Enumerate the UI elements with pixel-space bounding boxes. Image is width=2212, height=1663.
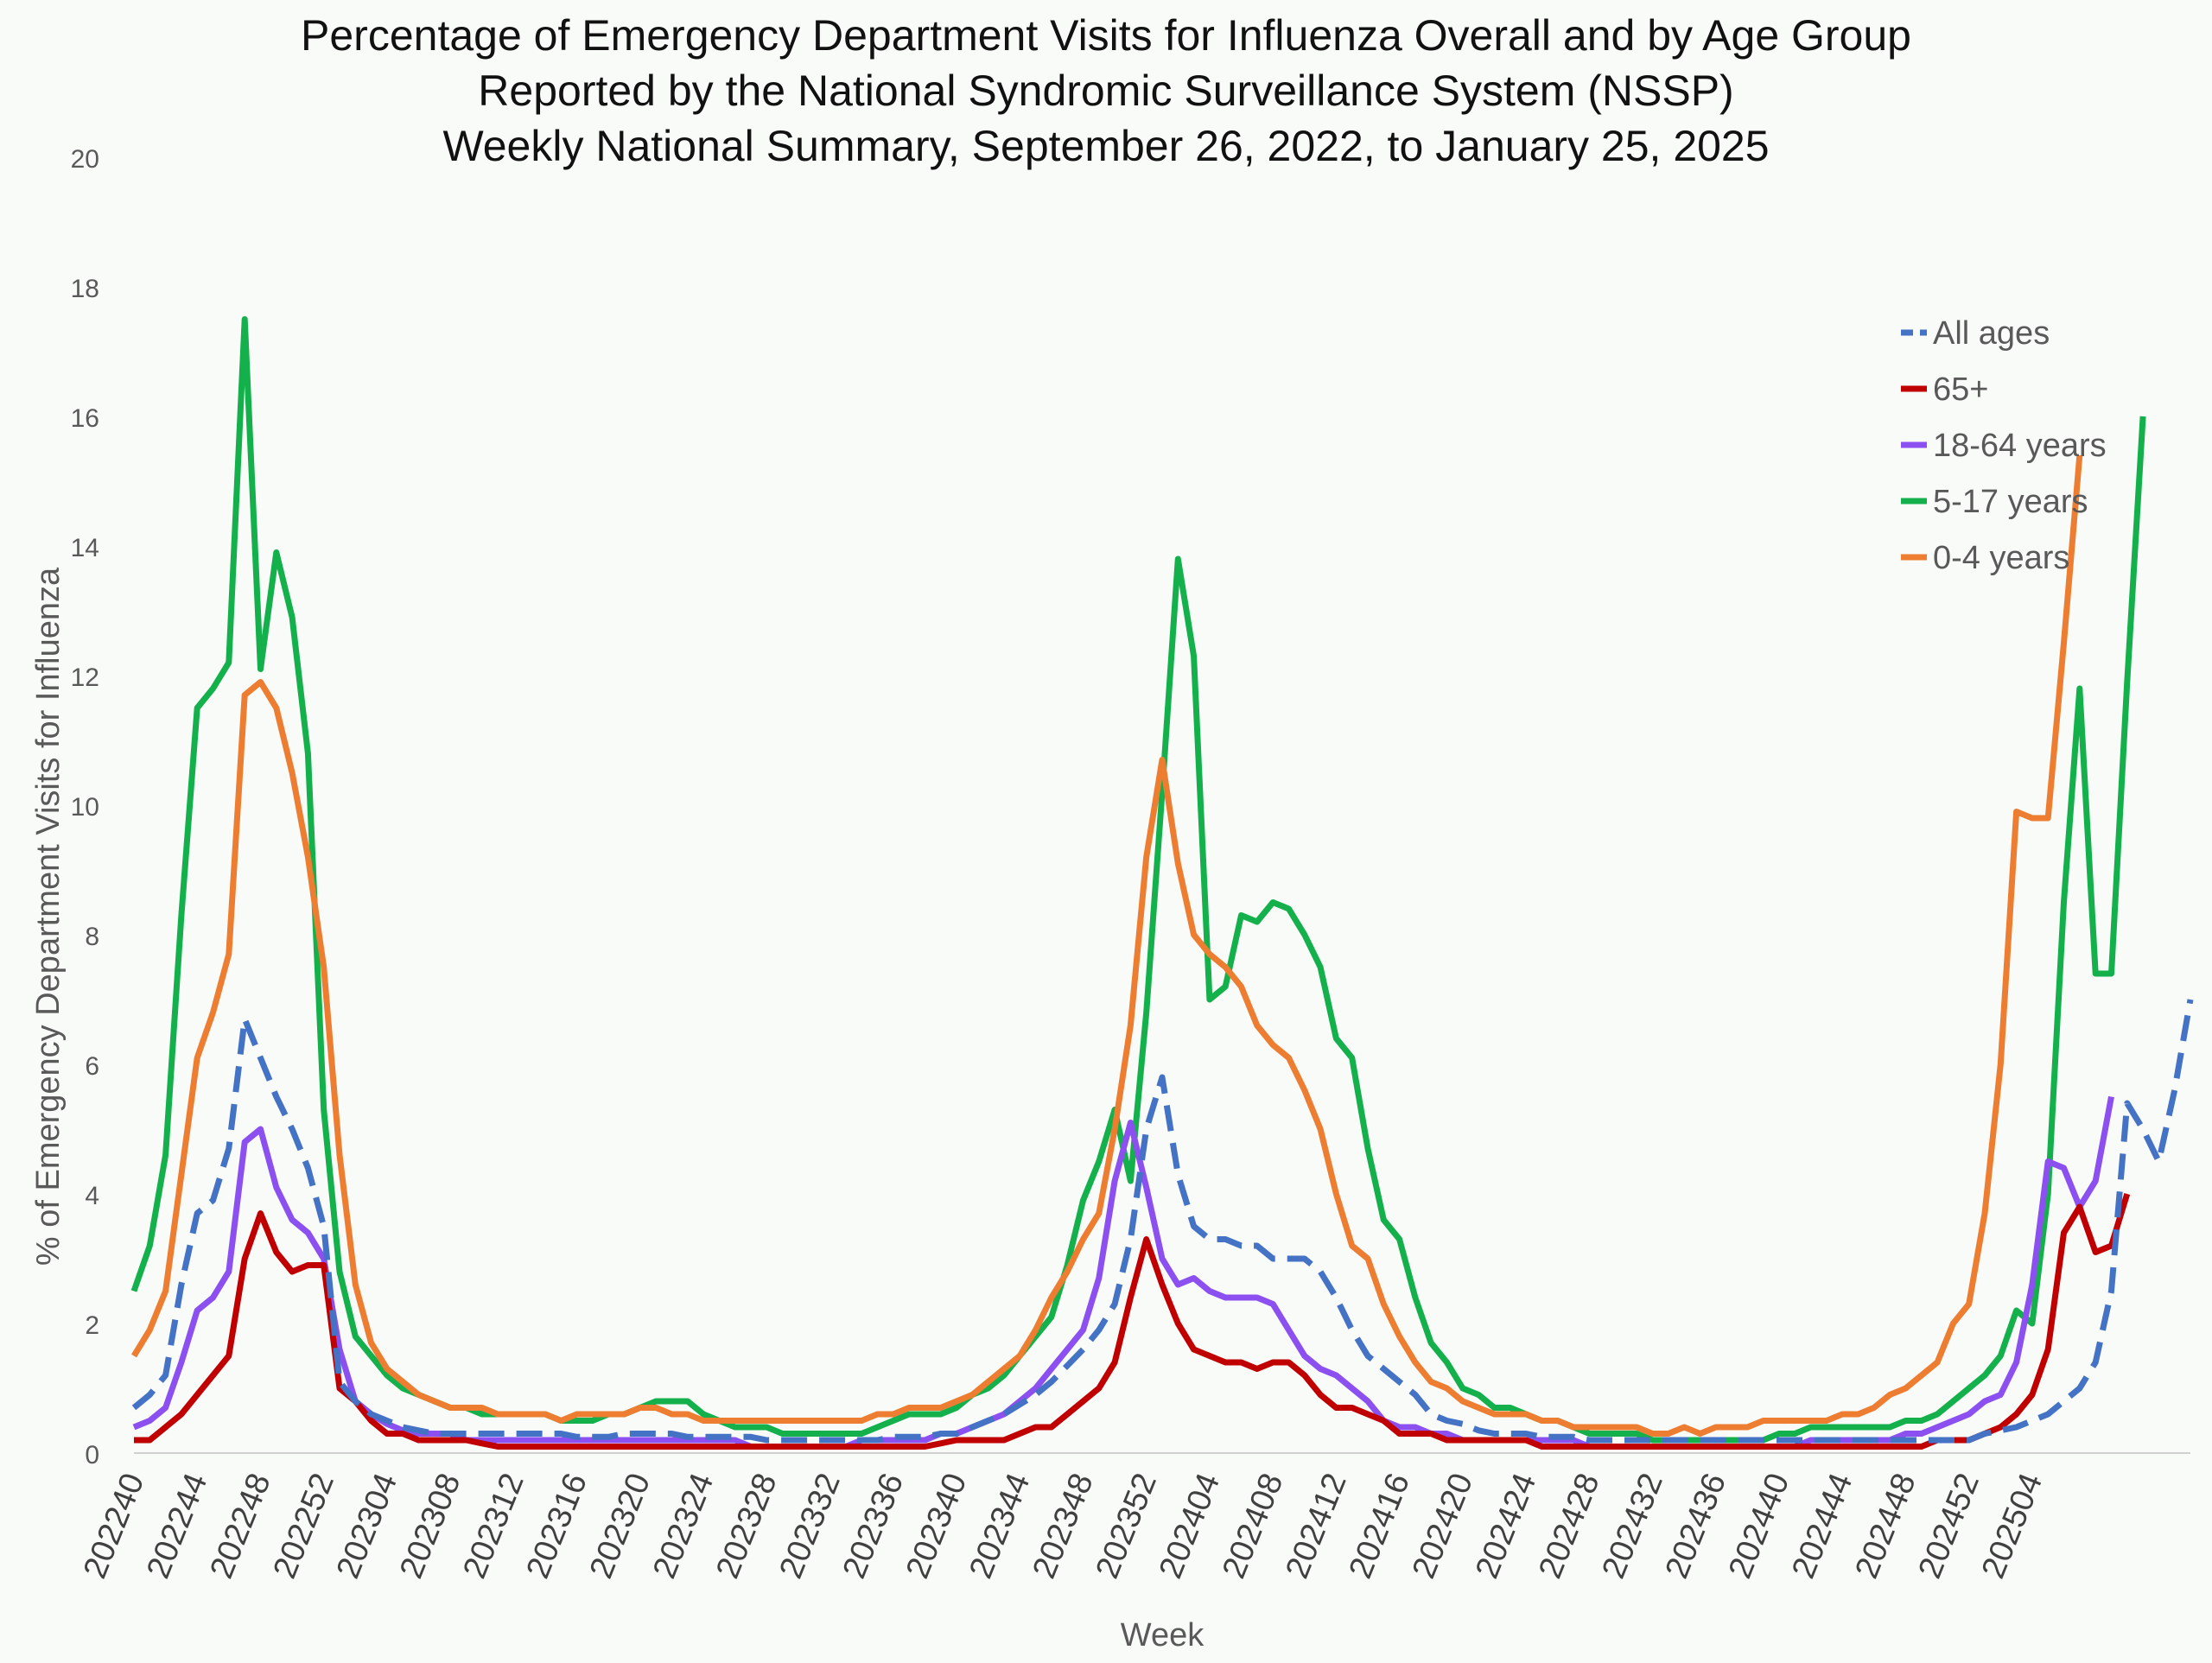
x-tick-label: 202352 bbox=[1090, 1469, 1164, 1584]
y-tick-label: 0 bbox=[85, 1441, 99, 1469]
y-tick-label: 20 bbox=[71, 145, 99, 174]
x-tick-label: 202348 bbox=[1026, 1469, 1100, 1584]
x-tick-label: 202304 bbox=[330, 1469, 404, 1584]
x-tick-label: 202340 bbox=[899, 1469, 974, 1584]
x-tick-label: 202240 bbox=[77, 1469, 151, 1584]
y-tick-label: 4 bbox=[85, 1182, 99, 1210]
x-tick-label: 202504 bbox=[1975, 1469, 2050, 1584]
series-line-0-4-years bbox=[131, 454, 2083, 1437]
y-tick-label: 16 bbox=[71, 404, 99, 433]
x-tick-label: 202252 bbox=[267, 1469, 341, 1584]
y-tick-label: 8 bbox=[85, 923, 99, 951]
x-axis-ticks: 2022402022442022482022522023042023082023… bbox=[77, 1469, 2050, 1584]
x-tick-label: 202440 bbox=[1722, 1469, 1796, 1584]
x-tick-label: 202416 bbox=[1343, 1469, 1417, 1584]
legend-label: 65+ bbox=[1933, 371, 1988, 408]
series-lines bbox=[130, 316, 2194, 1450]
x-tick-label: 202404 bbox=[1153, 1469, 1227, 1584]
x-tick-label: 202336 bbox=[836, 1469, 911, 1584]
x-tick-label: 202420 bbox=[1406, 1469, 1480, 1584]
x-tick-label: 202408 bbox=[1216, 1469, 1290, 1584]
x-axis-label: Week bbox=[1121, 1617, 1205, 1653]
x-tick-label: 202444 bbox=[1785, 1469, 1859, 1584]
legend-label: All ages bbox=[1933, 315, 2050, 352]
y-tick-label: 14 bbox=[71, 534, 99, 562]
x-tick-label: 202332 bbox=[772, 1469, 847, 1584]
series-line-all-ages bbox=[131, 999, 2194, 1444]
y-tick-label: 6 bbox=[85, 1052, 99, 1081]
x-tick-label: 202248 bbox=[203, 1469, 277, 1584]
x-tick-label: 202324 bbox=[646, 1469, 721, 1584]
series-line-65- bbox=[134, 1192, 2131, 1450]
y-tick-label: 12 bbox=[71, 663, 99, 692]
y-axis-ticks: 0 2 4 6 8 10 12 14 16 18 20 bbox=[71, 145, 99, 1469]
x-tick-label: 202412 bbox=[1279, 1469, 1353, 1584]
x-tick-label: 202308 bbox=[393, 1469, 467, 1584]
x-tick-label: 202328 bbox=[709, 1469, 784, 1584]
chart-title-line-3: Weekly National Summary, September 26, 2… bbox=[442, 122, 1769, 170]
x-tick-label: 202432 bbox=[1595, 1469, 1669, 1584]
legend-label: 18-64 years bbox=[1933, 428, 2107, 464]
x-tick-label: 202428 bbox=[1532, 1469, 1606, 1584]
legend-label: 0-4 years bbox=[1933, 540, 2069, 576]
x-tick-label: 202244 bbox=[140, 1469, 214, 1584]
x-tick-label: 202320 bbox=[583, 1469, 658, 1584]
legend-label: 5-17 years bbox=[1933, 484, 2088, 520]
chart-title-line-2: Reported by the National Syndromic Surve… bbox=[478, 67, 1733, 115]
x-tick-label: 202424 bbox=[1469, 1469, 1543, 1584]
y-axis-label: % of Emergency Department Visits for Inf… bbox=[30, 567, 67, 1266]
chart-title-line-1: Percentage of Emergency Department Visit… bbox=[301, 11, 1911, 60]
y-tick-label: 10 bbox=[71, 793, 99, 822]
x-tick-label: 202452 bbox=[1912, 1469, 1986, 1584]
x-tick-label: 202448 bbox=[1848, 1469, 1923, 1584]
legend: All ages 65+ 18-64 years 5-17 years 0-4 year… bbox=[1901, 315, 2107, 576]
chart-title: Percentage of Emergency Department Visit… bbox=[301, 11, 1911, 170]
x-tick-label: 202316 bbox=[520, 1469, 594, 1584]
x-tick-label: 202344 bbox=[963, 1469, 1037, 1584]
x-tick-label: 202436 bbox=[1659, 1469, 1733, 1584]
y-tick-label: 18 bbox=[71, 275, 99, 303]
x-tick-label: 202312 bbox=[456, 1469, 531, 1584]
y-tick-label: 2 bbox=[85, 1311, 99, 1340]
